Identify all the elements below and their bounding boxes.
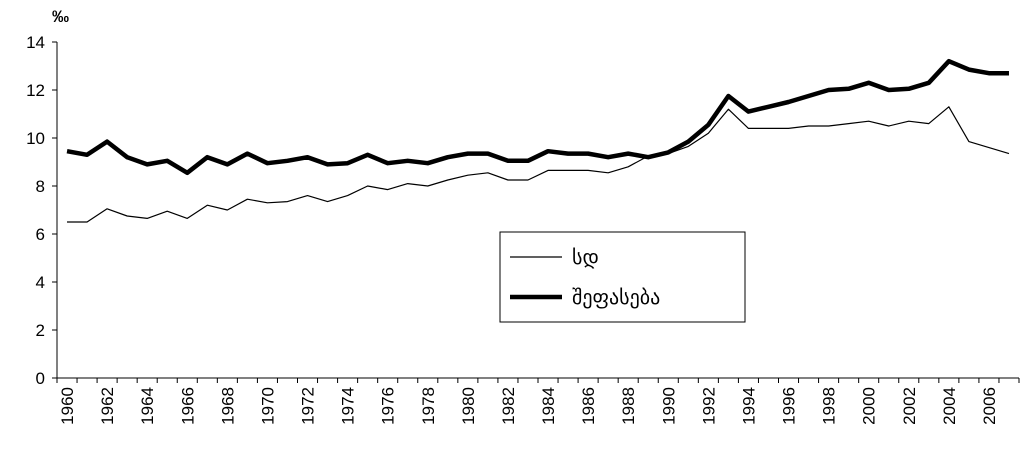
x-tick-label: 1998: [820, 387, 839, 425]
x-tick-label: 2006: [980, 387, 999, 425]
x-tick-label: 1982: [499, 387, 518, 425]
x-tick-label: 1966: [178, 387, 197, 425]
y-axis-label: ‰: [52, 7, 69, 26]
y-tick-label: 6: [36, 225, 45, 244]
line-series: [66, 58, 1009, 176]
x-tick-label: 2004: [940, 387, 959, 425]
y-tick-label: 4: [36, 273, 45, 292]
y-tick-label: 12: [26, 81, 45, 100]
x-tick-label: 1992: [699, 387, 718, 425]
line-series: [67, 106, 1010, 223]
y-tick-label: 10: [26, 129, 45, 148]
x-tick-label: 1990: [659, 387, 678, 425]
x-tick-label: 1962: [98, 387, 117, 425]
x-tick-label: 1984: [539, 387, 558, 425]
x-tick-label: 1986: [579, 387, 598, 425]
x-tick-label: 1994: [739, 387, 758, 425]
x-tick-label: 1974: [339, 387, 358, 425]
x-tick-label: 1970: [258, 387, 277, 425]
x-tick-label: 1964: [138, 387, 157, 425]
x-tick-label: 1980: [459, 387, 478, 425]
y-tick-label: 0: [36, 369, 45, 388]
legend-label: სდ: [572, 245, 599, 269]
x-tick-label: 1960: [58, 387, 77, 425]
legend-label: შეფასება: [572, 285, 660, 309]
x-tick-label: 2002: [900, 387, 919, 425]
x-tick-label: 2000: [860, 387, 879, 425]
legend-box: [499, 231, 746, 323]
x-tick-label: 1988: [619, 387, 638, 425]
x-tick-label: 1978: [419, 387, 438, 425]
y-tick-label: 2: [36, 321, 45, 340]
x-tick-label: 1968: [218, 387, 237, 425]
y-tick-label: 8: [36, 177, 45, 196]
x-tick-label: 1976: [379, 387, 398, 425]
x-tick-label: 1972: [299, 387, 318, 425]
y-tick-label: 14: [26, 33, 45, 52]
x-tick-label: 1996: [780, 387, 799, 425]
